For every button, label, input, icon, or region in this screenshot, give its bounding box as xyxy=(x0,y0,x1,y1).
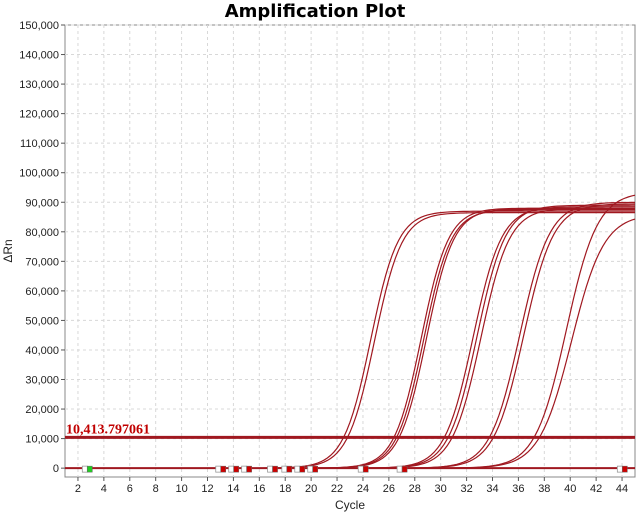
baseline-start-marker[interactable] xyxy=(307,465,314,473)
x-tick-label: 28 xyxy=(409,483,421,495)
baseline-start-marker[interactable] xyxy=(357,465,364,473)
baseline-start-marker[interactable] xyxy=(241,465,248,473)
y-tick-label: 60,000 xyxy=(25,286,59,298)
baseline-end-marker[interactable] xyxy=(401,465,408,473)
y-tick-label: 80,000 xyxy=(25,227,59,239)
y-tick-label: 120,000 xyxy=(19,109,59,121)
x-tick-label: 40 xyxy=(564,483,576,495)
x-tick-label: 16 xyxy=(253,483,265,495)
x-tick-label: 34 xyxy=(486,483,498,495)
y-tick-label: 50,000 xyxy=(25,315,59,327)
baseline-markers xyxy=(81,465,628,473)
baseline-start-marker[interactable] xyxy=(228,465,235,473)
y-tick-label: 10,000 xyxy=(25,434,59,446)
y-tick-label: 40,000 xyxy=(25,345,59,357)
baseline-end-marker[interactable] xyxy=(220,465,226,473)
grid-lines xyxy=(65,24,635,477)
x-tick-label: 26 xyxy=(383,483,395,495)
x-tick-label: 42 xyxy=(590,483,602,495)
threshold-label: 10,413.797061 xyxy=(66,422,150,437)
baseline-end-marker[interactable] xyxy=(286,465,293,473)
y-tick-label: 90,000 xyxy=(25,197,59,209)
x-axis-label: Cycle xyxy=(335,498,365,512)
x-tick-label: 4 xyxy=(101,483,107,495)
y-tick-label: 140,000 xyxy=(19,50,59,62)
baseline-start-marker[interactable] xyxy=(215,465,222,473)
x-tick-label: 32 xyxy=(460,483,472,495)
baseline-end-marker[interactable] xyxy=(363,465,369,473)
baseline-end-marker[interactable] xyxy=(87,465,93,473)
baseline-end-marker[interactable] xyxy=(299,465,306,473)
baseline-end-marker[interactable] xyxy=(246,465,252,473)
y-tick-label: 30,000 xyxy=(25,375,59,387)
y-tick-label: 110,000 xyxy=(20,138,59,150)
baseline-start-marker[interactable] xyxy=(81,465,88,473)
x-tick-label: 20 xyxy=(305,483,317,495)
chart-title: Amplification Plot xyxy=(225,1,406,22)
baseline-start-marker[interactable] xyxy=(616,465,623,473)
baseline-end-marker[interactable] xyxy=(233,465,239,473)
x-tick-label: 18 xyxy=(279,483,291,495)
x-tick-label: 24 xyxy=(357,483,369,495)
baseline-start-marker[interactable] xyxy=(267,465,273,473)
x-tick-label: 22 xyxy=(331,483,343,495)
baseline-start-marker[interactable] xyxy=(281,465,288,473)
x-tick-label: 10 xyxy=(175,483,187,495)
baseline-end-marker[interactable] xyxy=(622,465,628,473)
baseline-end-marker[interactable] xyxy=(272,465,278,473)
x-tick-label: 30 xyxy=(435,483,447,495)
baseline-start-marker[interactable] xyxy=(396,465,403,473)
x-tick-label: 44 xyxy=(616,483,628,495)
y-tick-label: 70,000 xyxy=(25,256,59,268)
x-tick-label: 12 xyxy=(201,483,213,495)
baseline-end-marker[interactable] xyxy=(312,465,318,473)
y-axis-label: ΔRn xyxy=(1,239,15,262)
x-axis: 2 4 6 8 10 12 14 16 18 20 22 24 26 28 30 32 34 36 38 40 42 44 xyxy=(75,477,628,495)
y-axis: 0 10,000 20,000 30,000 40,000 50,000 60,000 70,… xyxy=(19,20,65,475)
amplification-curves xyxy=(65,194,636,469)
x-tick-label: 14 xyxy=(227,483,239,495)
y-tick-label: 150,000 xyxy=(19,20,59,32)
plot-area xyxy=(64,24,636,478)
y-tick-label: 20,000 xyxy=(25,404,59,416)
x-tick-label: 36 xyxy=(512,483,524,495)
y-tick-label: 130,000 xyxy=(19,79,59,91)
x-tick-label: 8 xyxy=(153,483,159,495)
x-tick-label: 2 xyxy=(75,483,81,495)
y-tick-label: 100,000 xyxy=(19,168,59,180)
y-tick-label: 0 xyxy=(53,463,59,475)
x-tick-label: 6 xyxy=(127,483,133,495)
baseline-start-marker[interactable] xyxy=(294,465,301,473)
x-tick-label: 38 xyxy=(538,483,550,495)
